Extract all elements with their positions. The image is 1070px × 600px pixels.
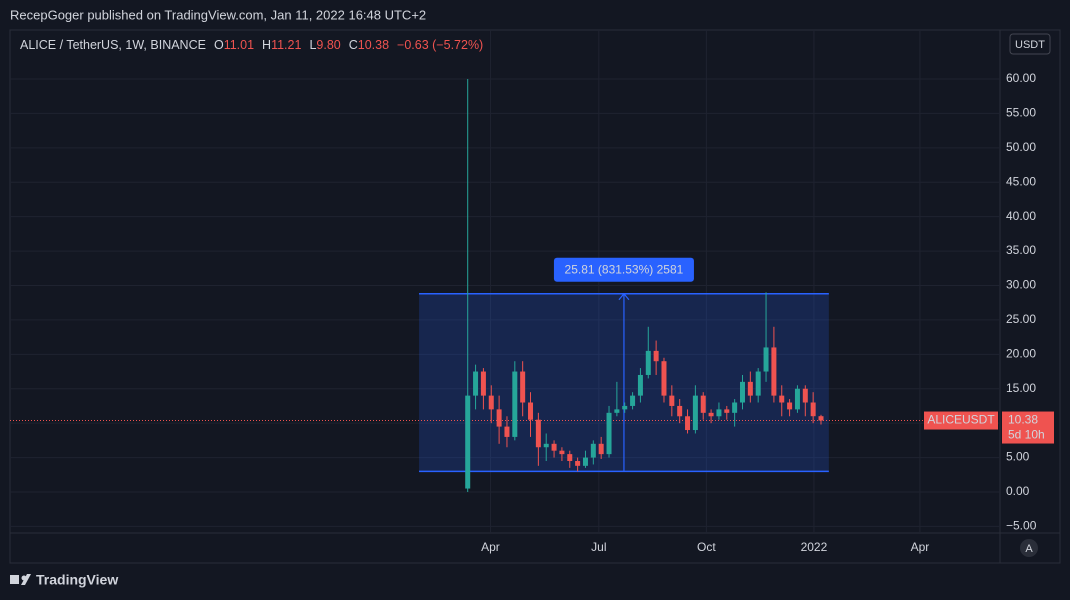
candle-body bbox=[771, 347, 777, 396]
candle-body bbox=[551, 443, 557, 451]
price-tag-countdown: 5d 10h bbox=[1008, 428, 1045, 442]
auto-scale-button[interactable] bbox=[1020, 539, 1038, 557]
candle-body bbox=[590, 443, 596, 458]
y-tick-label: −5.00 bbox=[1006, 519, 1037, 533]
legend-o: 11.01 bbox=[224, 38, 254, 52]
y-tick-label: 25.00 bbox=[1006, 312, 1036, 326]
legend-change: −0.63 (−5.72%) bbox=[397, 38, 483, 52]
header-title: RecepGoger published on TradingView.com,… bbox=[10, 7, 426, 22]
legend-symbol: ALICE / TetherUS, 1W, BINANCE bbox=[20, 38, 206, 52]
y-tick-label: 5.00 bbox=[1006, 450, 1030, 464]
candle-body bbox=[614, 409, 620, 413]
candle-body bbox=[528, 402, 534, 420]
candle-body bbox=[598, 443, 604, 455]
candle-body bbox=[622, 405, 628, 410]
chart-panel bbox=[9, 29, 1061, 564]
range-label: 25.81 (831.53%) 2581 bbox=[565, 262, 684, 276]
candle-body bbox=[810, 402, 816, 417]
currency-label[interactable]: USDT bbox=[1015, 39, 1045, 51]
legend-l-label: L bbox=[309, 38, 316, 52]
legend-c: 10.38 bbox=[358, 38, 389, 52]
candle-body bbox=[465, 395, 471, 489]
candle-body bbox=[645, 350, 651, 375]
candle-body bbox=[637, 374, 643, 396]
candle-body bbox=[582, 457, 588, 466]
legend-h: 11.21 bbox=[271, 38, 301, 52]
x-tick-label: Oct bbox=[697, 540, 716, 554]
legend-h-label: H bbox=[262, 38, 271, 52]
price-tag-value: 10.38 bbox=[1008, 413, 1038, 427]
candle-body bbox=[496, 409, 502, 427]
range-label-box bbox=[553, 257, 694, 282]
footer-brand: TradingView bbox=[36, 572, 118, 588]
y-tick-label: 15.00 bbox=[1006, 381, 1036, 395]
candle-body bbox=[787, 402, 793, 410]
candle-body bbox=[700, 395, 706, 413]
candle-body bbox=[669, 395, 675, 406]
candle-body bbox=[802, 388, 808, 403]
x-tick-label: Apr bbox=[911, 540, 930, 554]
legend-c-label: C bbox=[349, 38, 358, 52]
candle-body bbox=[567, 454, 573, 462]
footer-logo bbox=[10, 574, 31, 585]
y-tick-label: 55.00 bbox=[1006, 106, 1036, 120]
x-tick-label: Jul bbox=[591, 540, 606, 554]
candle-body bbox=[559, 450, 565, 455]
y-tick-label: 30.00 bbox=[1006, 278, 1036, 292]
candle-body bbox=[473, 371, 479, 396]
candle-body bbox=[739, 381, 745, 403]
candle-body bbox=[716, 409, 722, 417]
candle-body bbox=[488, 395, 494, 410]
candle-body bbox=[512, 371, 518, 437]
candle-body bbox=[535, 419, 541, 448]
x-tick-label: 2022 bbox=[801, 540, 828, 554]
candle-body bbox=[677, 405, 683, 417]
y-tick-label: 45.00 bbox=[1006, 174, 1036, 188]
auto-scale-label[interactable]: A bbox=[1025, 543, 1033, 555]
candle-body bbox=[606, 412, 612, 455]
legend: ALICE / TetherUS, 1W, BINANCE O11.01 H11.2… bbox=[20, 38, 483, 52]
range-arrow-head bbox=[618, 292, 630, 301]
candle-body bbox=[480, 371, 486, 396]
y-tick-label: 50.00 bbox=[1006, 140, 1036, 154]
price-tag-symbol-box bbox=[924, 411, 998, 430]
candle-body bbox=[732, 402, 738, 413]
candle-body bbox=[755, 371, 761, 396]
candle-body bbox=[794, 388, 800, 410]
candle-body bbox=[653, 350, 659, 362]
candle-body bbox=[575, 461, 581, 466]
candle-body bbox=[520, 371, 526, 403]
y-tick-label: 0.00 bbox=[1006, 484, 1030, 498]
price-tag-symbol: ALICEUSDT bbox=[927, 413, 995, 427]
x-tick-label: Apr bbox=[481, 540, 500, 554]
y-tick-label: 35.00 bbox=[1006, 243, 1036, 257]
candle-body bbox=[543, 443, 549, 448]
candle-body bbox=[779, 395, 785, 403]
candle-body bbox=[685, 416, 691, 431]
y-tick-label: 60.00 bbox=[1006, 71, 1036, 85]
candle-body bbox=[504, 426, 510, 437]
candle-body bbox=[763, 347, 769, 372]
y-tick-label: 20.00 bbox=[1006, 346, 1036, 360]
legend-o-label: O bbox=[214, 38, 224, 52]
price-tag-box bbox=[1002, 411, 1054, 444]
candle-body bbox=[692, 395, 698, 431]
candle-body bbox=[724, 409, 730, 413]
grid bbox=[10, 30, 1000, 533]
y-tick-label: 40.00 bbox=[1006, 209, 1036, 223]
candle-body bbox=[708, 412, 714, 417]
candle-body bbox=[818, 416, 824, 421]
candle-body bbox=[661, 361, 667, 396]
legend-l: 9.80 bbox=[316, 38, 340, 52]
candle-body bbox=[630, 395, 636, 406]
candle-body bbox=[747, 381, 753, 396]
currency-button[interactable] bbox=[1009, 33, 1051, 55]
